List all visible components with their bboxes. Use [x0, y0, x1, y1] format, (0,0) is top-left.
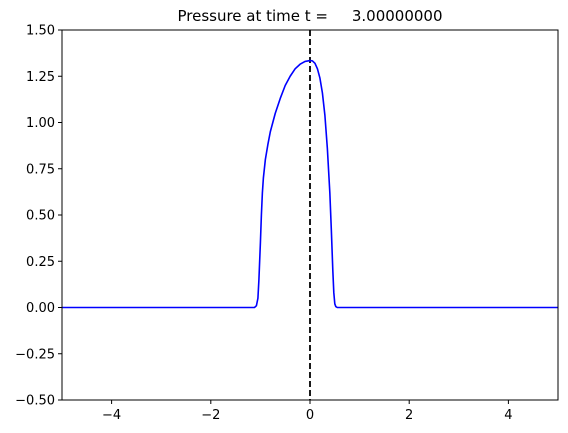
y-tick-label: 0.75	[26, 162, 55, 177]
y-tick-label: 1.50	[26, 24, 55, 39]
y-tick-label: −0.50	[15, 394, 55, 409]
y-tick-label: 1.25	[26, 70, 55, 85]
x-tick-label: −2	[201, 408, 220, 423]
y-tick-label: 0.00	[26, 301, 55, 316]
x-tick-label: 2	[405, 408, 413, 423]
series-line-0	[62, 59, 558, 309]
plot-area	[62, 30, 558, 400]
y-tick-label: 0.25	[26, 255, 55, 270]
y-tick-label: −0.25	[15, 347, 55, 362]
y-tick-label: 1.00	[26, 116, 55, 131]
x-tick-label: 4	[504, 408, 512, 423]
axes: −4 −2 0 2 4 −0.50 −0.25 0.00 0.25 0.50 0.75 1.00 1.2…	[15, 24, 559, 423]
x-tick-label: −4	[102, 408, 121, 423]
y-tick-label: 0.50	[26, 209, 55, 224]
x-tick-label: 0	[306, 408, 314, 423]
chart-title: Pressure at time t = 3.00000000	[177, 7, 442, 25]
